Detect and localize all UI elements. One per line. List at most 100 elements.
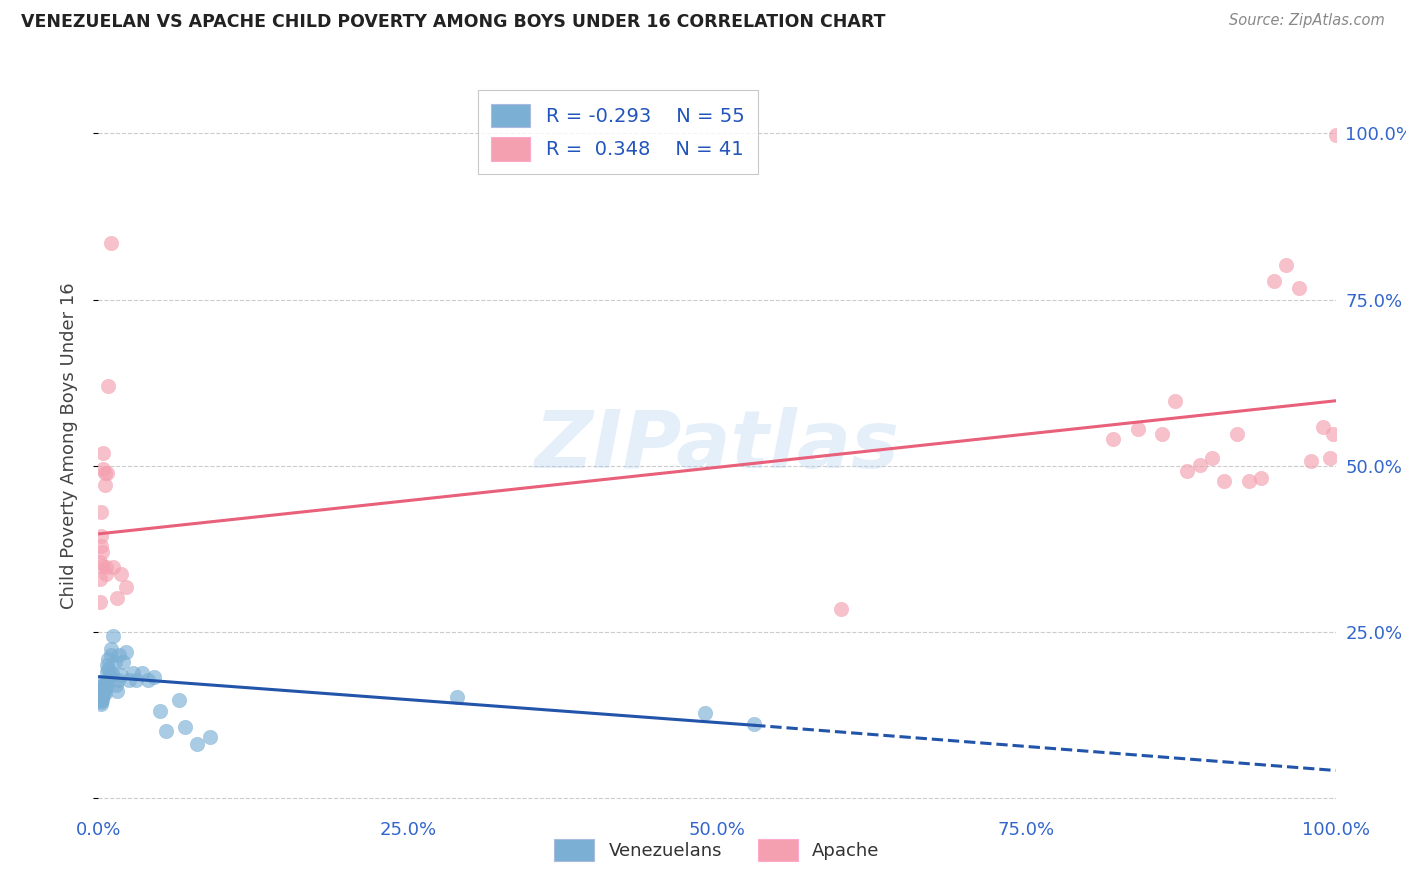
Point [110,668,132,682]
Point [90,697,112,711]
Point [89,675,111,690]
Point [1152,427,1174,442]
Point [91,545,114,559]
Point [93,462,115,476]
Point [93,477,115,491]
Point [97,662,120,676]
Point [103,560,125,574]
Point [1319,450,1341,465]
Point [1312,420,1334,434]
Point [1188,458,1211,472]
Point [90,695,112,709]
Point [97,652,120,666]
Point [89,680,111,694]
Point [93,445,115,459]
Point [94,566,117,581]
Point [155,723,177,738]
Y-axis label: Child Poverty Among Boys Under 16: Child Poverty Among Boys Under 16 [59,283,77,609]
Point [1164,393,1187,408]
Point [1322,427,1344,442]
Point [93,466,115,480]
Point [104,678,127,692]
Point [89,595,111,609]
Point [89,685,111,699]
Point [94,680,117,694]
Point [110,566,132,581]
Text: Source: ZipAtlas.com: Source: ZipAtlas.com [1229,13,1385,29]
Point [1275,258,1298,272]
Point [693,706,716,721]
Point [91,558,114,573]
Point [93,686,115,700]
Point [118,673,141,687]
Point [103,655,125,669]
Point [1102,433,1125,447]
Point [1299,453,1322,467]
Point [1263,274,1285,288]
Point [112,655,135,669]
Point [98,666,121,681]
Point [742,717,765,731]
Point [93,677,115,691]
Legend: Venezuelans, Apache: Venezuelans, Apache [547,832,887,869]
Point [93,685,115,699]
Point [149,704,172,718]
Point [96,466,118,480]
Point [1126,422,1149,436]
Point [100,236,122,251]
Point [91,686,114,700]
Point [94,560,117,574]
Point [89,689,111,703]
Point [90,539,112,553]
Text: VENEZUELAN VS APACHE CHILD POVERTY AMONG BOYS UNDER 16 CORRELATION CHART: VENEZUELAN VS APACHE CHILD POVERTY AMONG… [21,13,886,31]
Point [108,648,131,663]
Point [124,673,146,687]
Point [1175,464,1198,478]
Point [1237,474,1260,488]
Point [89,555,111,569]
Point [198,731,221,745]
Point [122,666,145,681]
Point [98,670,121,684]
Point [93,680,115,694]
Point [167,693,190,707]
Point [1201,450,1223,465]
Point [1250,471,1272,485]
Point [96,665,118,679]
Point [1288,281,1310,295]
Point [93,681,115,696]
Point [131,666,153,681]
Point [114,580,136,594]
Point [96,658,118,673]
Point [105,591,128,605]
Point [90,689,112,703]
Point [90,506,112,520]
Point [97,379,120,393]
Point [186,737,208,751]
Point [90,529,112,543]
Point [105,683,128,698]
Point [94,675,117,690]
Point [143,670,166,684]
Point [830,602,852,616]
Text: ZIPatlas: ZIPatlas [534,407,900,485]
Point [107,673,129,687]
Point [114,645,136,659]
Point [89,572,111,586]
Point [93,689,115,703]
Point [1213,474,1236,488]
Point [136,673,159,687]
Point [91,693,114,707]
Point [446,690,468,705]
Point [174,720,197,734]
Point [91,681,114,696]
Point [90,691,112,706]
Point [1226,427,1249,442]
Point [100,648,122,663]
Point [91,690,114,705]
Point [100,641,122,656]
Point [101,666,124,681]
Point [1324,128,1347,142]
Point [90,685,112,699]
Point [103,628,125,642]
